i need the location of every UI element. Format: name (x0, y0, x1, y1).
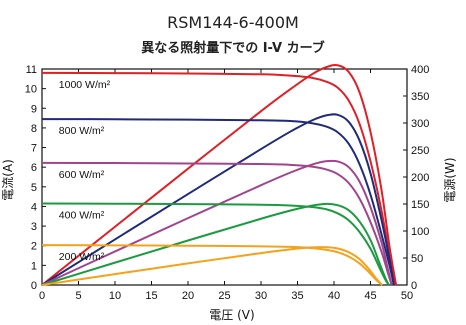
pv-curve-600 (41, 159, 393, 286)
y-left-tick-label: 2 (31, 241, 37, 253)
y-left-tick-label: 3 (31, 221, 37, 233)
irradiance-label-400: 400 W/m² (59, 210, 105, 222)
chart-subtitle: 異なる照射量下での I-V カーブ (141, 40, 325, 56)
y-right-tick-label: 0 (411, 280, 417, 292)
irradiance-label-600: 600 W/m² (59, 169, 105, 181)
y-right-tick-label: 250 (411, 145, 429, 157)
irradiance-label-200: 200 W/m² (59, 251, 105, 263)
y-left-tick-label: 7 (31, 143, 37, 155)
y-axis-right-label: 電源(W) (443, 157, 457, 202)
irradiance-label-800: 800 W/m² (59, 125, 105, 137)
iv-curve-800 (41, 118, 395, 286)
y-right-tick-label: 150 (411, 199, 429, 211)
x-tick-label: 40 (328, 290, 340, 302)
pv-curve-400 (41, 202, 390, 286)
iv-curve-1000 (41, 71, 398, 286)
y-left-tick-label: 9 (31, 103, 37, 115)
y-left-tick-label: 1 (31, 260, 37, 272)
y-right-tick-label: 300 (411, 118, 429, 130)
y-left-tick-label: 4 (31, 201, 37, 213)
y-right-tick-label: 200 (411, 172, 429, 184)
x-tick-label: 0 (39, 290, 45, 302)
x-tick-label: 35 (291, 290, 303, 302)
chart-title: RSM144-6-400M (167, 13, 299, 32)
x-tick-label: 50 (401, 290, 413, 302)
x-tick-label: 30 (255, 290, 267, 302)
pv-curve-800 (41, 113, 395, 286)
y-left-tick-label: 5 (31, 182, 37, 194)
pv-curve-1000 (41, 63, 398, 286)
y-left-tick-label: 6 (31, 162, 37, 174)
y-right-tick-label: 50 (411, 253, 423, 265)
y-right-tick-label: 100 (411, 226, 429, 238)
x-tick-label: 5 (75, 290, 81, 302)
pv-curve-200 (41, 246, 383, 286)
iv-curve-200 (41, 244, 383, 286)
y-left-tick-label: 11 (26, 64, 37, 76)
x-tick-label: 20 (182, 290, 194, 302)
x-tick-label: 45 (364, 290, 376, 302)
iv-curve-400 (41, 202, 390, 286)
y-left-tick-label: 10 (25, 84, 37, 96)
x-tick-label: 25 (218, 290, 230, 302)
x-tick-label: 10 (109, 290, 121, 302)
x-axis-label: 電圧 (V) (209, 308, 254, 322)
iv-curve-600 (41, 161, 393, 286)
irradiance-label-1000: 1000 W/m² (59, 79, 111, 91)
y-right-tick-label: 400 (411, 64, 429, 76)
y-left-tick-label: 0 (31, 280, 37, 292)
x-tick-label: 15 (145, 290, 157, 302)
plot-area: 0 5 10 15 20 25 30 35 40 45 5001234567891011050100… (25, 63, 429, 302)
y-axis-left-label: 電流(A) (1, 159, 15, 201)
y-right-tick-label: 350 (411, 91, 429, 103)
y-left-tick-label: 8 (31, 123, 37, 135)
